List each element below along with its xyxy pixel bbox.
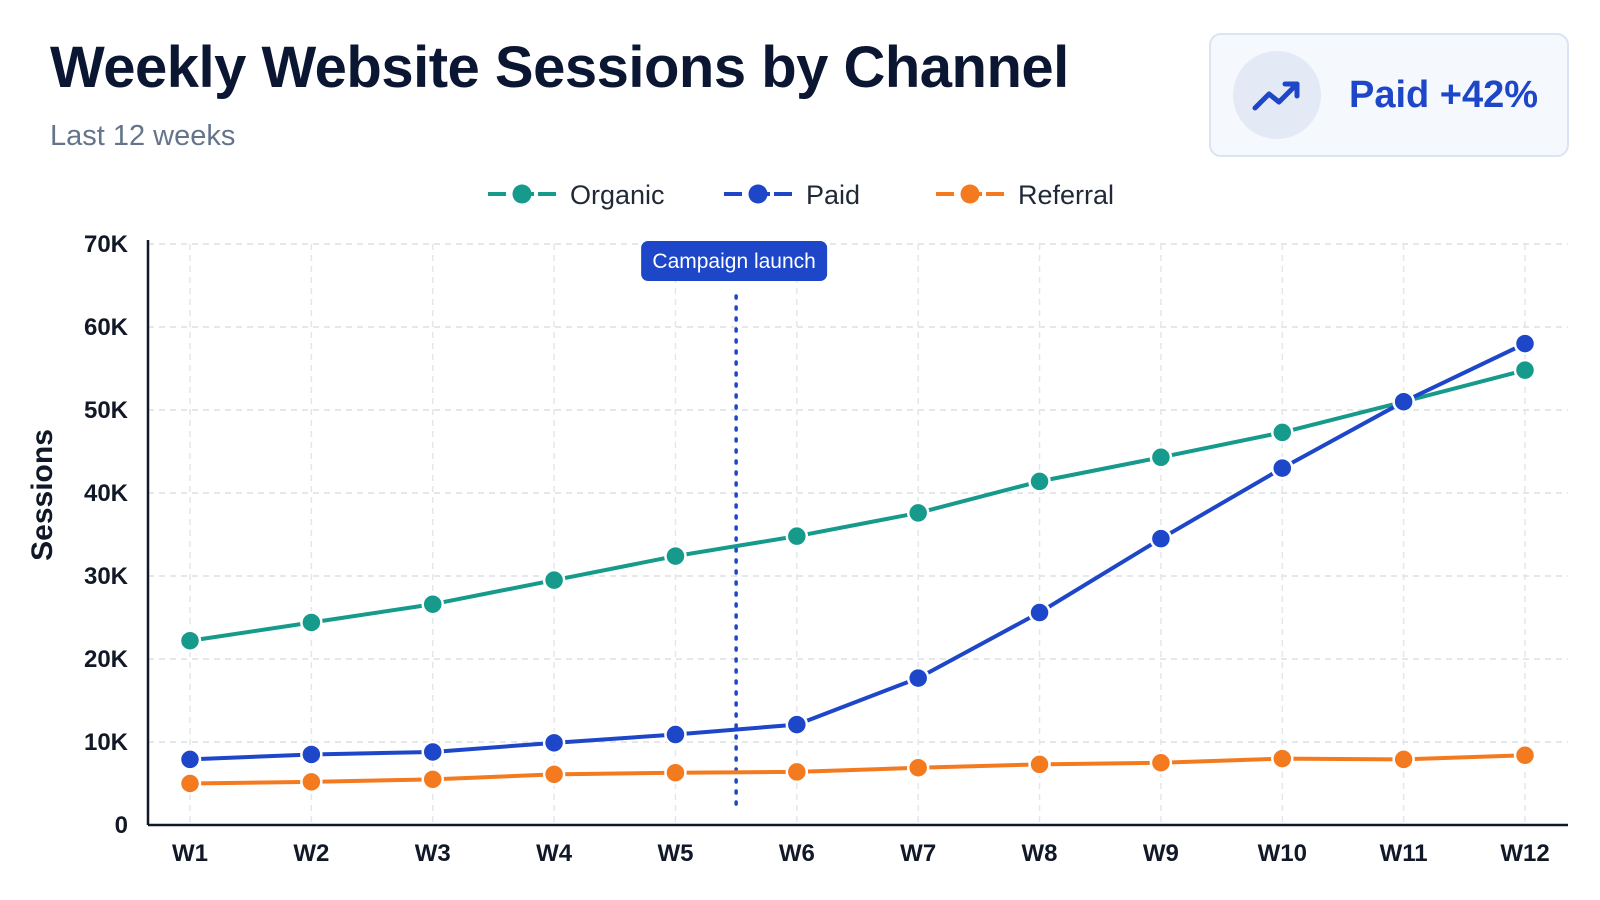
- point-organic: [664, 544, 687, 568]
- legend-item-paid: Paid: [724, 180, 860, 210]
- point-referral: [785, 760, 809, 784]
- y-tick-label: 50K: [84, 397, 129, 424]
- point-paid: [664, 723, 687, 746]
- series-line-organic: [188, 368, 1527, 643]
- paid-growth-badge: Paid +42%: [1209, 33, 1569, 157]
- point-referral: [178, 772, 202, 795]
- point-organic: [785, 524, 809, 548]
- point-paid: [421, 740, 444, 764]
- x-tick-label: W10: [1258, 840, 1307, 867]
- x-tick-label: W9: [1143, 840, 1179, 867]
- point-paid: [906, 666, 930, 690]
- point-referral: [1271, 747, 1294, 770]
- point-referral: [1392, 748, 1415, 771]
- y-tick-labels: 0 10K 20K 30K 40K 50K 60K 70K: [84, 231, 129, 839]
- point-organic: [1513, 358, 1537, 382]
- point-paid: [300, 743, 323, 766]
- x-tick-label: W3: [415, 840, 451, 867]
- legend-label: Paid: [806, 180, 860, 210]
- legend-swatch-marker: [512, 184, 532, 204]
- point-referral: [664, 761, 687, 784]
- point-referral: [906, 756, 930, 779]
- point-paid: [785, 713, 809, 736]
- point-paid: [1271, 456, 1294, 480]
- x-tick-label: W11: [1380, 840, 1428, 867]
- badge-text: Paid +42%: [1349, 73, 1539, 116]
- annotation-label: Campaign launch: [652, 250, 815, 273]
- legend-label: Referral: [1018, 180, 1114, 210]
- campaign-annotation: Campaign launch: [641, 241, 828, 814]
- series-line-referral: [188, 753, 1527, 786]
- y-tick-label: 40K: [84, 480, 129, 507]
- point-paid: [178, 748, 202, 771]
- series-line-paid: [188, 341, 1527, 762]
- point-referral: [1028, 753, 1051, 776]
- legend: Organic Paid Referral: [488, 180, 1114, 210]
- y-axis-label: Sessions: [26, 429, 59, 561]
- point-paid: [1513, 332, 1537, 355]
- legend-item-organic: Organic: [488, 180, 665, 210]
- series-lines: [188, 341, 1527, 786]
- axes: [146, 240, 1568, 827]
- chart-title: Weekly Website Sessions by Channel: [50, 35, 1069, 100]
- point-paid: [1149, 527, 1173, 550]
- legend-swatch-marker: [748, 184, 768, 204]
- point-organic: [906, 501, 930, 525]
- y-tick-label: 70K: [84, 231, 129, 258]
- x-tick-label: W8: [1022, 840, 1058, 867]
- legend-item-referral: Referral: [936, 180, 1114, 210]
- point-referral: [1149, 751, 1173, 774]
- point-organic: [421, 592, 444, 616]
- grid-lines: [148, 243, 1568, 825]
- point-organic: [542, 568, 566, 592]
- x-tick-label: W5: [657, 840, 693, 867]
- point-paid: [1392, 390, 1415, 413]
- x-tick-labels: W1 W2 W3 W4 W5 W6 W7 W8 W9 W10 W11 W12: [172, 840, 1550, 867]
- x-tick-label: W2: [293, 840, 329, 867]
- point-organic: [1028, 470, 1051, 493]
- y-tick-label: 60K: [84, 314, 129, 341]
- point-organic: [1149, 446, 1173, 469]
- point-paid: [1028, 601, 1051, 624]
- series-points: [178, 332, 1537, 795]
- chart-subtitle: Last 12 weeks: [50, 120, 236, 152]
- point-referral: [300, 770, 323, 794]
- point-referral: [542, 763, 566, 786]
- y-tick-label: 10K: [84, 729, 129, 756]
- legend-label: Organic: [570, 180, 665, 210]
- point-referral: [1513, 744, 1537, 767]
- x-tick-label: W7: [900, 840, 936, 867]
- y-tick-label: 30K: [84, 563, 129, 590]
- x-tick-label: W12: [1500, 840, 1549, 867]
- trending-up-icon: [1233, 51, 1321, 139]
- legend-swatch-marker: [960, 184, 980, 204]
- point-organic: [178, 629, 202, 652]
- point-paid: [542, 731, 566, 755]
- y-tick-label: 20K: [84, 646, 129, 673]
- point-organic: [1271, 421, 1294, 444]
- y-tick-label: 0: [115, 812, 128, 839]
- annotation-label-box: [641, 241, 828, 281]
- point-referral: [421, 768, 444, 791]
- point-organic: [300, 611, 323, 634]
- x-tick-label: W6: [779, 840, 815, 867]
- x-tick-label: W4: [536, 840, 573, 867]
- x-tick-label: W1: [172, 840, 208, 867]
